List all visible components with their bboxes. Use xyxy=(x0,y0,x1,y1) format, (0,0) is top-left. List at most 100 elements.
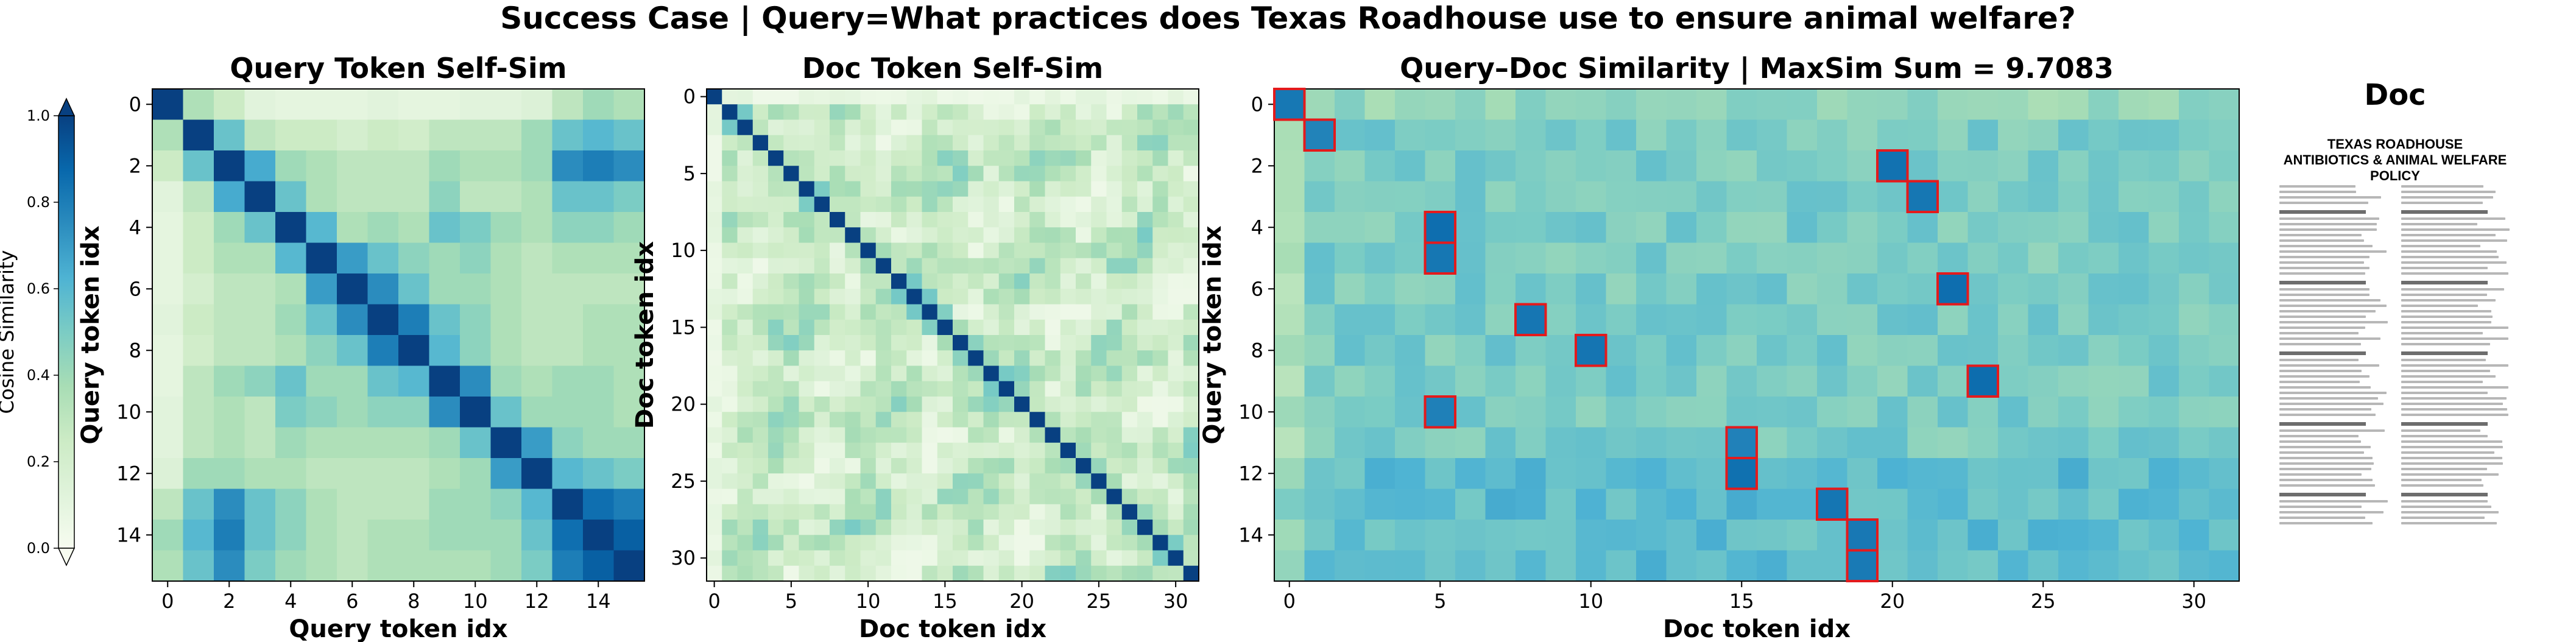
heatmap-cell xyxy=(613,520,645,551)
heatmap-cell xyxy=(737,504,753,520)
heatmap-cell xyxy=(722,319,738,336)
heatmap-cell xyxy=(1152,258,1169,274)
heatmap-cell xyxy=(891,365,907,382)
heatmap-cell xyxy=(1183,565,1199,582)
heatmap-cell xyxy=(922,335,938,351)
heatmap-cell xyxy=(1029,365,1046,382)
heatmap-cell xyxy=(2058,458,2089,490)
heatmap-cell xyxy=(1137,289,1153,305)
heatmap-cell xyxy=(398,212,430,244)
heatmap-cell xyxy=(768,166,784,182)
heatmap-cell xyxy=(891,442,907,459)
heatmap-cell xyxy=(1045,196,1061,213)
heatmap-cell xyxy=(799,489,815,505)
heatmap-cell xyxy=(521,181,553,213)
y-tick-label: 15 xyxy=(671,316,696,339)
heatmap-cell xyxy=(830,550,845,566)
doc-text-line xyxy=(2279,414,2376,416)
heatmap-panel-1 xyxy=(700,88,1199,587)
heatmap-cell xyxy=(1091,119,1107,136)
doc-text-line xyxy=(2401,299,2496,302)
heatmap-cell xyxy=(722,535,738,551)
heatmap-cell xyxy=(1757,119,1788,151)
heatmap-cell xyxy=(1998,458,2029,490)
heatmap-cell xyxy=(1395,119,1426,151)
heatmap-cell xyxy=(1304,304,1335,336)
heatmap-cell xyxy=(860,397,877,412)
heatmap-cell xyxy=(1076,181,1092,197)
heatmap-cell xyxy=(1364,397,1396,428)
heatmap-cell xyxy=(214,181,245,213)
heatmap-cell xyxy=(1045,273,1061,289)
heatmap-cell xyxy=(521,335,553,367)
heatmap-cell xyxy=(1967,89,1999,121)
heatmap-cell xyxy=(983,258,1000,274)
heatmap-cell xyxy=(799,104,815,121)
heatmap-cell xyxy=(1998,520,2029,551)
heatmap-cell xyxy=(152,458,184,490)
heatmap-cell xyxy=(860,442,877,459)
heatmap-cell xyxy=(1938,365,1969,397)
heatmap-cell xyxy=(1335,242,1366,274)
heatmap-cell xyxy=(783,458,800,474)
heatmap-cell xyxy=(922,535,938,551)
doc-subheading-bar xyxy=(2279,351,2366,355)
heatmap-cell xyxy=(1576,181,1607,213)
heatmap-cell xyxy=(768,135,784,151)
heatmap-cell xyxy=(1152,242,1169,259)
heatmap-cell xyxy=(2058,273,2089,305)
heatmap-cell xyxy=(1168,273,1184,289)
heatmap-cell xyxy=(752,565,769,582)
heatmap-cell xyxy=(922,150,938,166)
heatmap-cell xyxy=(922,489,938,505)
heatmap-cell xyxy=(183,273,214,305)
heatmap-cell xyxy=(1726,89,1757,121)
heatmap-cell xyxy=(2179,273,2210,305)
heatmap-cell xyxy=(429,489,461,520)
heatmap-cell xyxy=(814,273,830,289)
heatmap-cell xyxy=(1304,397,1335,428)
heatmap-cell xyxy=(1485,489,1516,520)
heatmap-cell xyxy=(2088,458,2119,490)
heatmap-cell xyxy=(1304,181,1335,213)
heatmap-cell xyxy=(1029,119,1046,136)
heatmap-cell xyxy=(2119,89,2150,121)
heatmap-cell xyxy=(1576,89,1607,121)
heatmap-cell xyxy=(490,273,522,305)
heatmap-cell xyxy=(845,181,861,197)
heatmap-cell xyxy=(983,273,1000,289)
heatmap-cell xyxy=(1485,89,1516,121)
heatmap-cell xyxy=(1014,242,1030,259)
heatmap-cell xyxy=(244,550,276,582)
maxsim-highlight-box xyxy=(1424,395,1456,429)
heatmap-cell xyxy=(1045,119,1061,136)
heatmap-cell xyxy=(214,150,245,182)
heatmap-cell xyxy=(814,489,830,505)
heatmap-cell xyxy=(906,520,923,535)
heatmap-cell xyxy=(845,289,861,305)
heatmap-cell xyxy=(845,489,861,505)
heatmap-cell xyxy=(998,489,1015,505)
heatmap-cell xyxy=(814,442,830,459)
heatmap-cell xyxy=(398,335,430,367)
heatmap-cell xyxy=(998,104,1015,121)
heatmap-cell xyxy=(1121,520,1138,535)
heatmap-cell xyxy=(737,227,753,244)
heatmap-cell xyxy=(1335,181,1366,213)
heatmap-cell xyxy=(875,397,892,412)
heatmap-cell xyxy=(1168,535,1184,551)
heatmap-cell xyxy=(1274,89,1305,121)
heatmap-panel-0 xyxy=(146,88,645,587)
heatmap-cell xyxy=(460,397,492,428)
heatmap-cell xyxy=(1029,104,1046,121)
heatmap-cell xyxy=(1137,319,1153,336)
heatmap-cell xyxy=(2119,335,2150,367)
heatmap-cell xyxy=(1106,304,1123,320)
heatmap-cell xyxy=(1152,565,1169,582)
heatmap-cell xyxy=(2209,304,2240,336)
heatmap-cell xyxy=(214,242,245,274)
heatmap-cell xyxy=(953,258,969,274)
maxsim-highlight-box xyxy=(1575,334,1607,367)
heatmap-cell xyxy=(1696,458,1727,490)
heatmap-cell xyxy=(1364,150,1396,182)
